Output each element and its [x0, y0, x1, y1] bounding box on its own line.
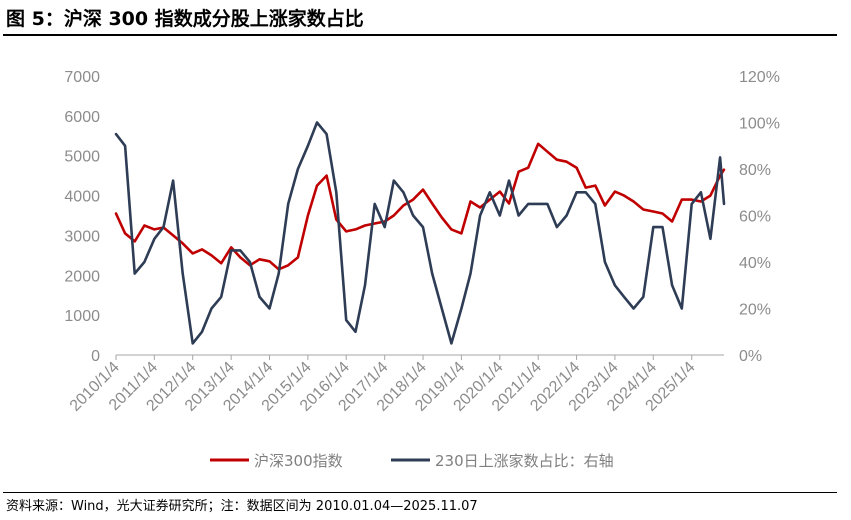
right-tick-label: 80% [739, 162, 771, 179]
legend-label-csi300: 沪深300指数 [254, 452, 343, 470]
left-tick-label: 0 [91, 348, 100, 365]
right-axis: 0% 20% 40% 60% 80% 100% 120% [739, 69, 780, 365]
left-tick-label: 3000 [64, 228, 100, 245]
line-chart: 0 1000 2000 3000 4000 5000 6000 7000 0% 20% 40% 60… [64, 69, 780, 470]
left-tick-label: 7000 [64, 69, 100, 86]
chart-title: 图 5：沪深 300 指数成分股上涨家数占比 [6, 8, 364, 30]
footer-divider [3, 492, 837, 493]
series-line-csi300-index [114, 142, 726, 271]
right-tick-label: 60% [739, 209, 771, 226]
series-layer [114, 121, 726, 345]
right-tick-label: 100% [739, 116, 780, 133]
left-tick-label: 4000 [64, 189, 100, 206]
legend-label-breadth: 230日上涨家数占比：右轴 [435, 452, 614, 470]
source-note: 资料来源：Wind，光大证券研究所；注：数据区间为 2010.01.04—202… [6, 499, 478, 514]
right-tick-label: 120% [739, 69, 780, 86]
right-tick-label: 20% [739, 302, 771, 319]
left-tick-label: 1000 [64, 308, 100, 325]
right-tick-label: 40% [739, 255, 771, 272]
left-axis: 0 1000 2000 3000 4000 5000 6000 7000 [64, 69, 100, 365]
left-tick-label: 2000 [64, 268, 100, 285]
x-axis: 2010/1/42011/1/42012/1/42013/1/42014/1/4… [67, 355, 699, 415]
left-tick-label: 5000 [64, 149, 100, 166]
left-tick-label: 6000 [64, 109, 100, 126]
legend: 沪深300指数 230日上涨家数占比：右轴 [210, 452, 614, 470]
series-line-230d-advance-ratio [114, 121, 726, 345]
title-divider [3, 34, 837, 36]
right-tick-label: 0% [739, 348, 762, 365]
